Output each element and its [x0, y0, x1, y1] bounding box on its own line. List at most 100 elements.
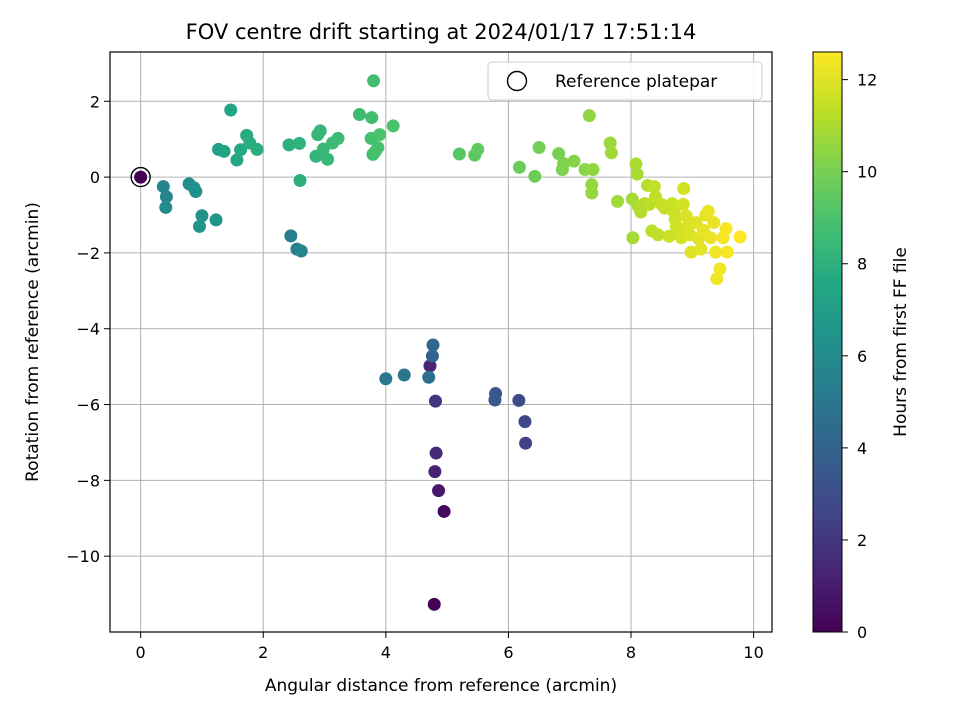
data-point	[379, 372, 393, 386]
data-point	[428, 465, 442, 479]
data-point	[432, 484, 446, 498]
data-point	[250, 142, 264, 156]
data-point	[352, 108, 366, 122]
data-point	[234, 143, 248, 157]
y-tick-label: −6	[76, 396, 100, 415]
data-point	[707, 216, 721, 230]
data-point	[452, 147, 466, 161]
data-point	[284, 229, 298, 243]
data-point	[159, 190, 173, 204]
x-tick-label: 6	[503, 643, 513, 662]
legend-box	[487, 61, 763, 101]
data-point	[733, 230, 747, 244]
data-point	[557, 156, 571, 170]
data-point	[373, 128, 387, 142]
data-point	[367, 74, 381, 88]
data-point	[704, 231, 718, 245]
data-point	[217, 144, 231, 158]
data-point	[528, 169, 542, 183]
data-point	[662, 229, 676, 243]
data-point	[585, 186, 599, 200]
colorbar-tick-label: 12	[857, 71, 877, 90]
data-points	[134, 74, 747, 611]
data-point	[552, 147, 566, 161]
data-point	[567, 154, 581, 168]
data-point	[694, 242, 708, 256]
reference-marker	[130, 166, 151, 188]
data-point	[701, 204, 715, 218]
y-tick-label: −8	[76, 471, 100, 490]
data-point	[512, 160, 526, 174]
data-point	[709, 245, 723, 259]
data-point	[629, 157, 643, 171]
y-tick-label: 2	[90, 92, 100, 111]
plot-frame	[109, 51, 773, 633]
data-point	[292, 136, 306, 150]
x-axis-ticks: 0 2 4 6 8 10	[136, 632, 764, 662]
x-tick-label: 0	[136, 643, 146, 662]
colorbar-tick-label: 6	[857, 347, 867, 366]
data-point	[316, 142, 330, 156]
y-axis-ticks: 2 0 −2 −4 −6 −8 −10	[66, 92, 110, 566]
data-point	[422, 370, 436, 384]
x-tick-label: 10	[743, 643, 763, 662]
data-point	[156, 180, 170, 194]
data-point	[586, 163, 600, 177]
data-point	[195, 209, 209, 223]
data-point	[603, 136, 617, 150]
data-point	[134, 170, 148, 184]
x-tick-label: 8	[626, 643, 636, 662]
data-point	[293, 174, 307, 188]
data-point	[582, 109, 596, 123]
data-point	[604, 146, 618, 160]
legend: Reference platepar	[487, 61, 763, 101]
colorbar-gradient	[812, 51, 843, 633]
colorbar-tick-label: 0	[857, 623, 867, 642]
data-point	[371, 141, 385, 155]
data-point	[532, 141, 546, 155]
data-point	[224, 103, 238, 117]
data-point	[719, 222, 733, 236]
reference-platepar-marker	[130, 166, 151, 188]
chart-title: FOV centre drift starting at 2024/01/17 …	[186, 20, 697, 44]
data-point	[488, 393, 502, 407]
data-point	[386, 119, 400, 133]
data-point	[647, 180, 661, 194]
data-point	[427, 597, 441, 611]
data-point	[676, 197, 690, 211]
colorbar-tick-label: 4	[857, 439, 867, 458]
data-point	[282, 138, 296, 152]
x-tick-label: 2	[258, 643, 268, 662]
data-point	[321, 152, 335, 166]
data-point	[651, 228, 665, 242]
data-point	[397, 368, 411, 382]
colorbar-tick-label: 2	[857, 531, 867, 550]
data-point	[626, 231, 640, 245]
data-point	[428, 394, 442, 408]
data-point	[189, 185, 203, 199]
y-tick-label: −10	[66, 547, 100, 566]
data-point	[679, 209, 693, 223]
data-point	[426, 338, 440, 352]
data-point	[425, 349, 439, 363]
colorbar-label: Hours from first FF file	[891, 247, 911, 437]
y-axis-label: Rotation from reference (arcmin)	[23, 202, 43, 482]
data-point	[684, 245, 698, 259]
data-point	[710, 272, 724, 286]
colorbar: 0 2 4 6 8 10 12 Hours from first FF file	[812, 51, 911, 642]
grid	[110, 52, 772, 632]
data-point	[429, 446, 443, 460]
data-point	[437, 504, 451, 518]
x-tick-label: 4	[381, 643, 391, 662]
colorbar-ticks: 0 2 4 6 8 10 12	[842, 71, 877, 642]
data-point	[518, 415, 532, 429]
data-point	[713, 262, 727, 276]
data-point	[677, 181, 691, 195]
legend-marker-icon	[506, 70, 528, 92]
x-axis-label: Angular distance from reference (arcmin)	[265, 676, 617, 696]
colorbar-tick-label: 8	[857, 255, 867, 274]
y-tick-label: 0	[90, 168, 100, 187]
y-tick-label: −4	[76, 320, 100, 339]
